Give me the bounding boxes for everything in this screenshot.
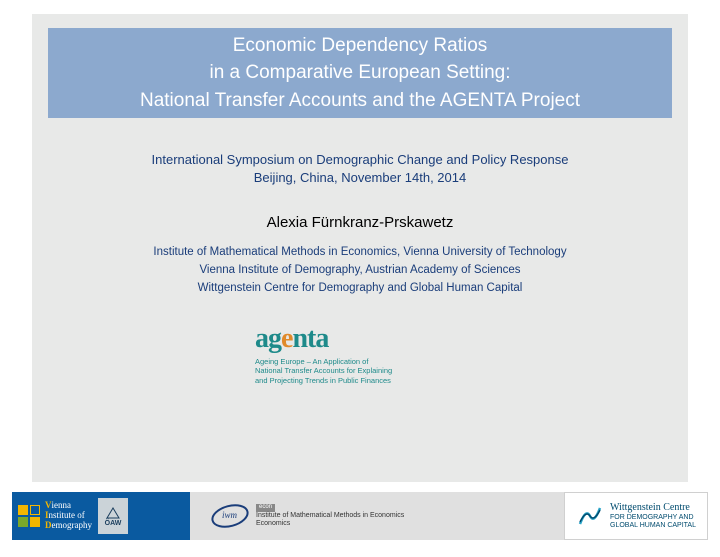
affiliation-2: Vienna Institute of Demography, Austrian… (32, 262, 688, 280)
iwm-text: econ Institute of Mathematical Methods i… (256, 503, 404, 528)
symposium-title: International Symposium on Demographic C… (32, 150, 688, 170)
title-banner: Economic Dependency Ratios in a Comparat… (48, 28, 672, 118)
agenta-tagline: Ageing Europe – An Application of Nation… (255, 357, 465, 385)
agenta-wordmark: agenta (255, 323, 465, 355)
agenta-logo: agenta Ageing Europe – An Application of… (255, 323, 465, 383)
symposium-location-date: Beijing, China, November 14th, 2014 (32, 170, 688, 185)
vid-text: Vienna Institute of Demography (45, 501, 92, 531)
author-name: Alexia Fürnkranz-Prskawetz (32, 214, 688, 231)
affiliation-3: Wittgenstein Centre for Demography and G… (32, 280, 688, 298)
oaw-logo: ÖAW (98, 498, 128, 534)
title-line-1: Economic Dependency Ratios (48, 32, 672, 60)
footer-vid-oaw: Vienna Institute of Demography ÖAW (12, 492, 190, 540)
footer-bar: Vienna Institute of Demography ÖAW iwm e… (12, 492, 708, 540)
oaw-crest-icon (105, 506, 121, 520)
wittgenstein-icon (576, 502, 604, 530)
title-line-2: in a Comparative European Setting: (48, 59, 672, 87)
footer-wittgenstein: Wittgenstein Centre FOR DEMOGRAPHY AND G… (564, 492, 708, 540)
vid-squares-icon (18, 505, 40, 527)
affiliations: Institute of Mathematical Methods in Eco… (32, 244, 688, 297)
vid-logo: Vienna Institute of Demography (18, 501, 92, 531)
title-line-3: National Transfer Accounts and the AGENT… (48, 87, 672, 115)
iwm-logo: iwm econ Institute of Mathematical Metho… (210, 500, 404, 532)
affiliation-1: Institute of Mathematical Methods in Eco… (32, 244, 688, 262)
svg-text:iwm: iwm (222, 510, 238, 520)
wittgenstein-text: Wittgenstein Centre FOR DEMOGRAPHY AND G… (610, 502, 696, 531)
iwm-swoosh-icon: iwm (210, 500, 250, 532)
footer-iwm: iwm econ Institute of Mathematical Metho… (190, 492, 564, 540)
